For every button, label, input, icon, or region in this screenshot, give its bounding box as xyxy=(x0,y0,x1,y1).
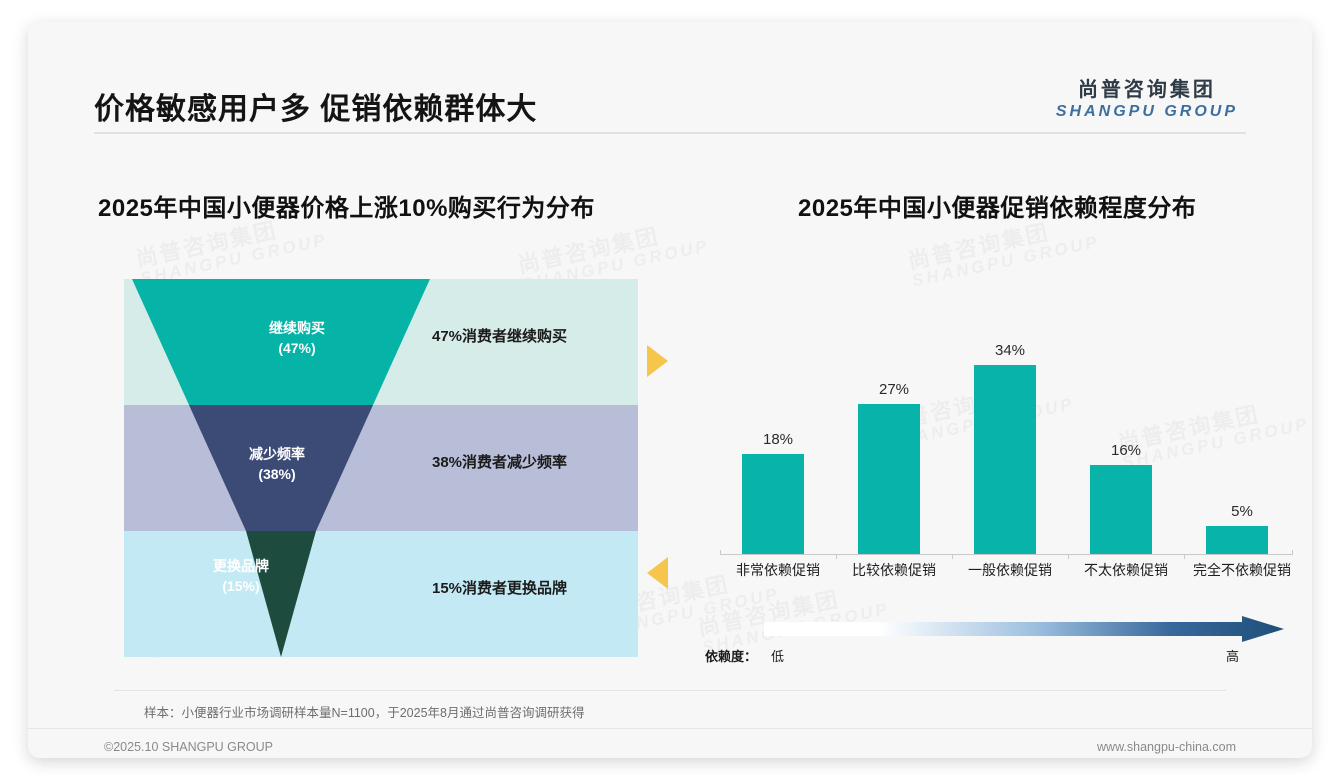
watermark-en: SHANGPU GROUP xyxy=(911,233,1102,290)
x-axis-tick xyxy=(952,554,953,559)
left-chart-title: 2025年中国小便器价格上涨10%购买行为分布 xyxy=(98,195,595,222)
legend-high-label: 高 xyxy=(1226,649,1240,664)
funnel-segment-name: 继续购买 xyxy=(269,320,325,336)
watermark-cn: 尚普咨询集团 xyxy=(516,215,708,277)
brand-logo-en: SHANGPU GROUP xyxy=(1055,103,1238,120)
funnel-segment-label: 继续购买 (47%) xyxy=(182,318,412,359)
bar-column[interactable]: 34% xyxy=(952,292,1068,554)
bar[interactable] xyxy=(858,404,920,554)
bar-category-label: 非常依赖促销 xyxy=(736,562,820,578)
slide-header: 价格敏感用户多 促销依赖群体大 尚普咨询集团 SHANGPU GROUP xyxy=(28,22,1312,134)
funnel-segment-label: 更换品牌 (15%) xyxy=(166,556,316,597)
funnel-segment-value: (47%) xyxy=(278,340,316,357)
gradient-arrow xyxy=(764,616,1284,642)
page-title: 价格敏感用户多 促销依赖群体大 xyxy=(94,93,538,126)
slide-card: 尚普咨询集团 SHANGPU GROUP 尚普咨询集团 SHANGPU GROU… xyxy=(28,22,1312,758)
bar-value-label: 27% xyxy=(878,381,910,398)
legend-low-label: 低 xyxy=(771,649,785,664)
x-axis-cap xyxy=(720,550,721,555)
right-chart-title: 2025年中国小便器促销依赖程度分布 xyxy=(798,195,1197,222)
triangle-left-icon xyxy=(647,557,668,589)
funnel-side-label: 47%消费者继续购买 xyxy=(431,328,568,345)
x-axis-cap xyxy=(1292,550,1293,555)
bar[interactable] xyxy=(974,365,1036,554)
funnel-segment-2 xyxy=(189,405,373,531)
bar-value-label: 34% xyxy=(994,342,1026,359)
bar-column[interactable]: 18% xyxy=(720,292,836,554)
footnote-divider xyxy=(114,690,1226,691)
bar-category-label: 一般依赖促销 xyxy=(968,562,1052,578)
footnote: 样本：小便器行业市场调研样本量N=1100，于2025年8月通过尚普咨询调研获得 xyxy=(144,706,585,720)
brand-logo: 尚普咨询集团 SHANGPU GROUP xyxy=(1056,79,1238,121)
bar-chart: 18% 非常依赖促销 27% 比较依赖促销 34% 一般依赖促销 16% 不太依赖促销 5% 完全… xyxy=(716,292,1296,592)
x-axis-tick xyxy=(1184,554,1185,559)
header-divider xyxy=(94,132,1246,134)
funnel-segment-name: 减少频率 xyxy=(249,446,305,462)
funnel-segment-value: (38%) xyxy=(258,466,296,483)
triangle-right-icon xyxy=(647,345,668,377)
bar-category-label: 比较依赖促销 xyxy=(852,562,936,578)
bar-value-label: 5% xyxy=(1231,503,1253,520)
funnel-shape xyxy=(132,279,430,657)
footer-divider xyxy=(28,728,1312,729)
legend-title: 依赖度： xyxy=(705,649,758,664)
bar[interactable] xyxy=(1090,465,1152,554)
bar[interactable] xyxy=(742,454,804,554)
dependency-legend: 依赖度： 低 高 xyxy=(705,614,1296,674)
x-axis-tick xyxy=(1068,554,1069,559)
funnel-side-label: 15%消费者更换品牌 xyxy=(431,580,568,597)
brand-logo-cn: 尚普咨询集团 xyxy=(1077,79,1216,101)
funnel-segment-3 xyxy=(246,531,316,657)
footer-website: www.shangpu-china.com xyxy=(1097,740,1236,754)
bar-category-label: 不太依赖促销 xyxy=(1084,562,1168,578)
bar-column[interactable]: 16% xyxy=(1068,292,1184,554)
funnel-segment-label: 减少频率 (38%) xyxy=(182,444,372,485)
bar[interactable] xyxy=(1206,526,1268,554)
funnel-side-label: 38%消费者减少频率 xyxy=(431,454,568,471)
bar-value-label: 18% xyxy=(762,431,794,448)
bar-value-label: 16% xyxy=(1110,442,1142,459)
x-axis-line xyxy=(720,554,1292,555)
footer-copyright: ©2025.10 SHANGPU GROUP xyxy=(104,740,273,754)
funnel-band xyxy=(124,531,638,657)
funnel-segment-value: (15%) xyxy=(222,578,260,595)
x-axis-tick xyxy=(836,554,837,559)
funnel-chart: 47%消费者继续购买 38%消费者减少频率 15%消费者更换品牌 继续购买 (4… xyxy=(124,279,638,657)
funnel-segment-name: 更换品牌 xyxy=(213,558,269,574)
bar-category-label: 完全不依赖促销 xyxy=(1193,562,1291,578)
bar-column[interactable]: 27% xyxy=(836,292,952,554)
bar-column[interactable]: 5% xyxy=(1184,292,1300,554)
funnel-segment-1 xyxy=(132,279,430,405)
